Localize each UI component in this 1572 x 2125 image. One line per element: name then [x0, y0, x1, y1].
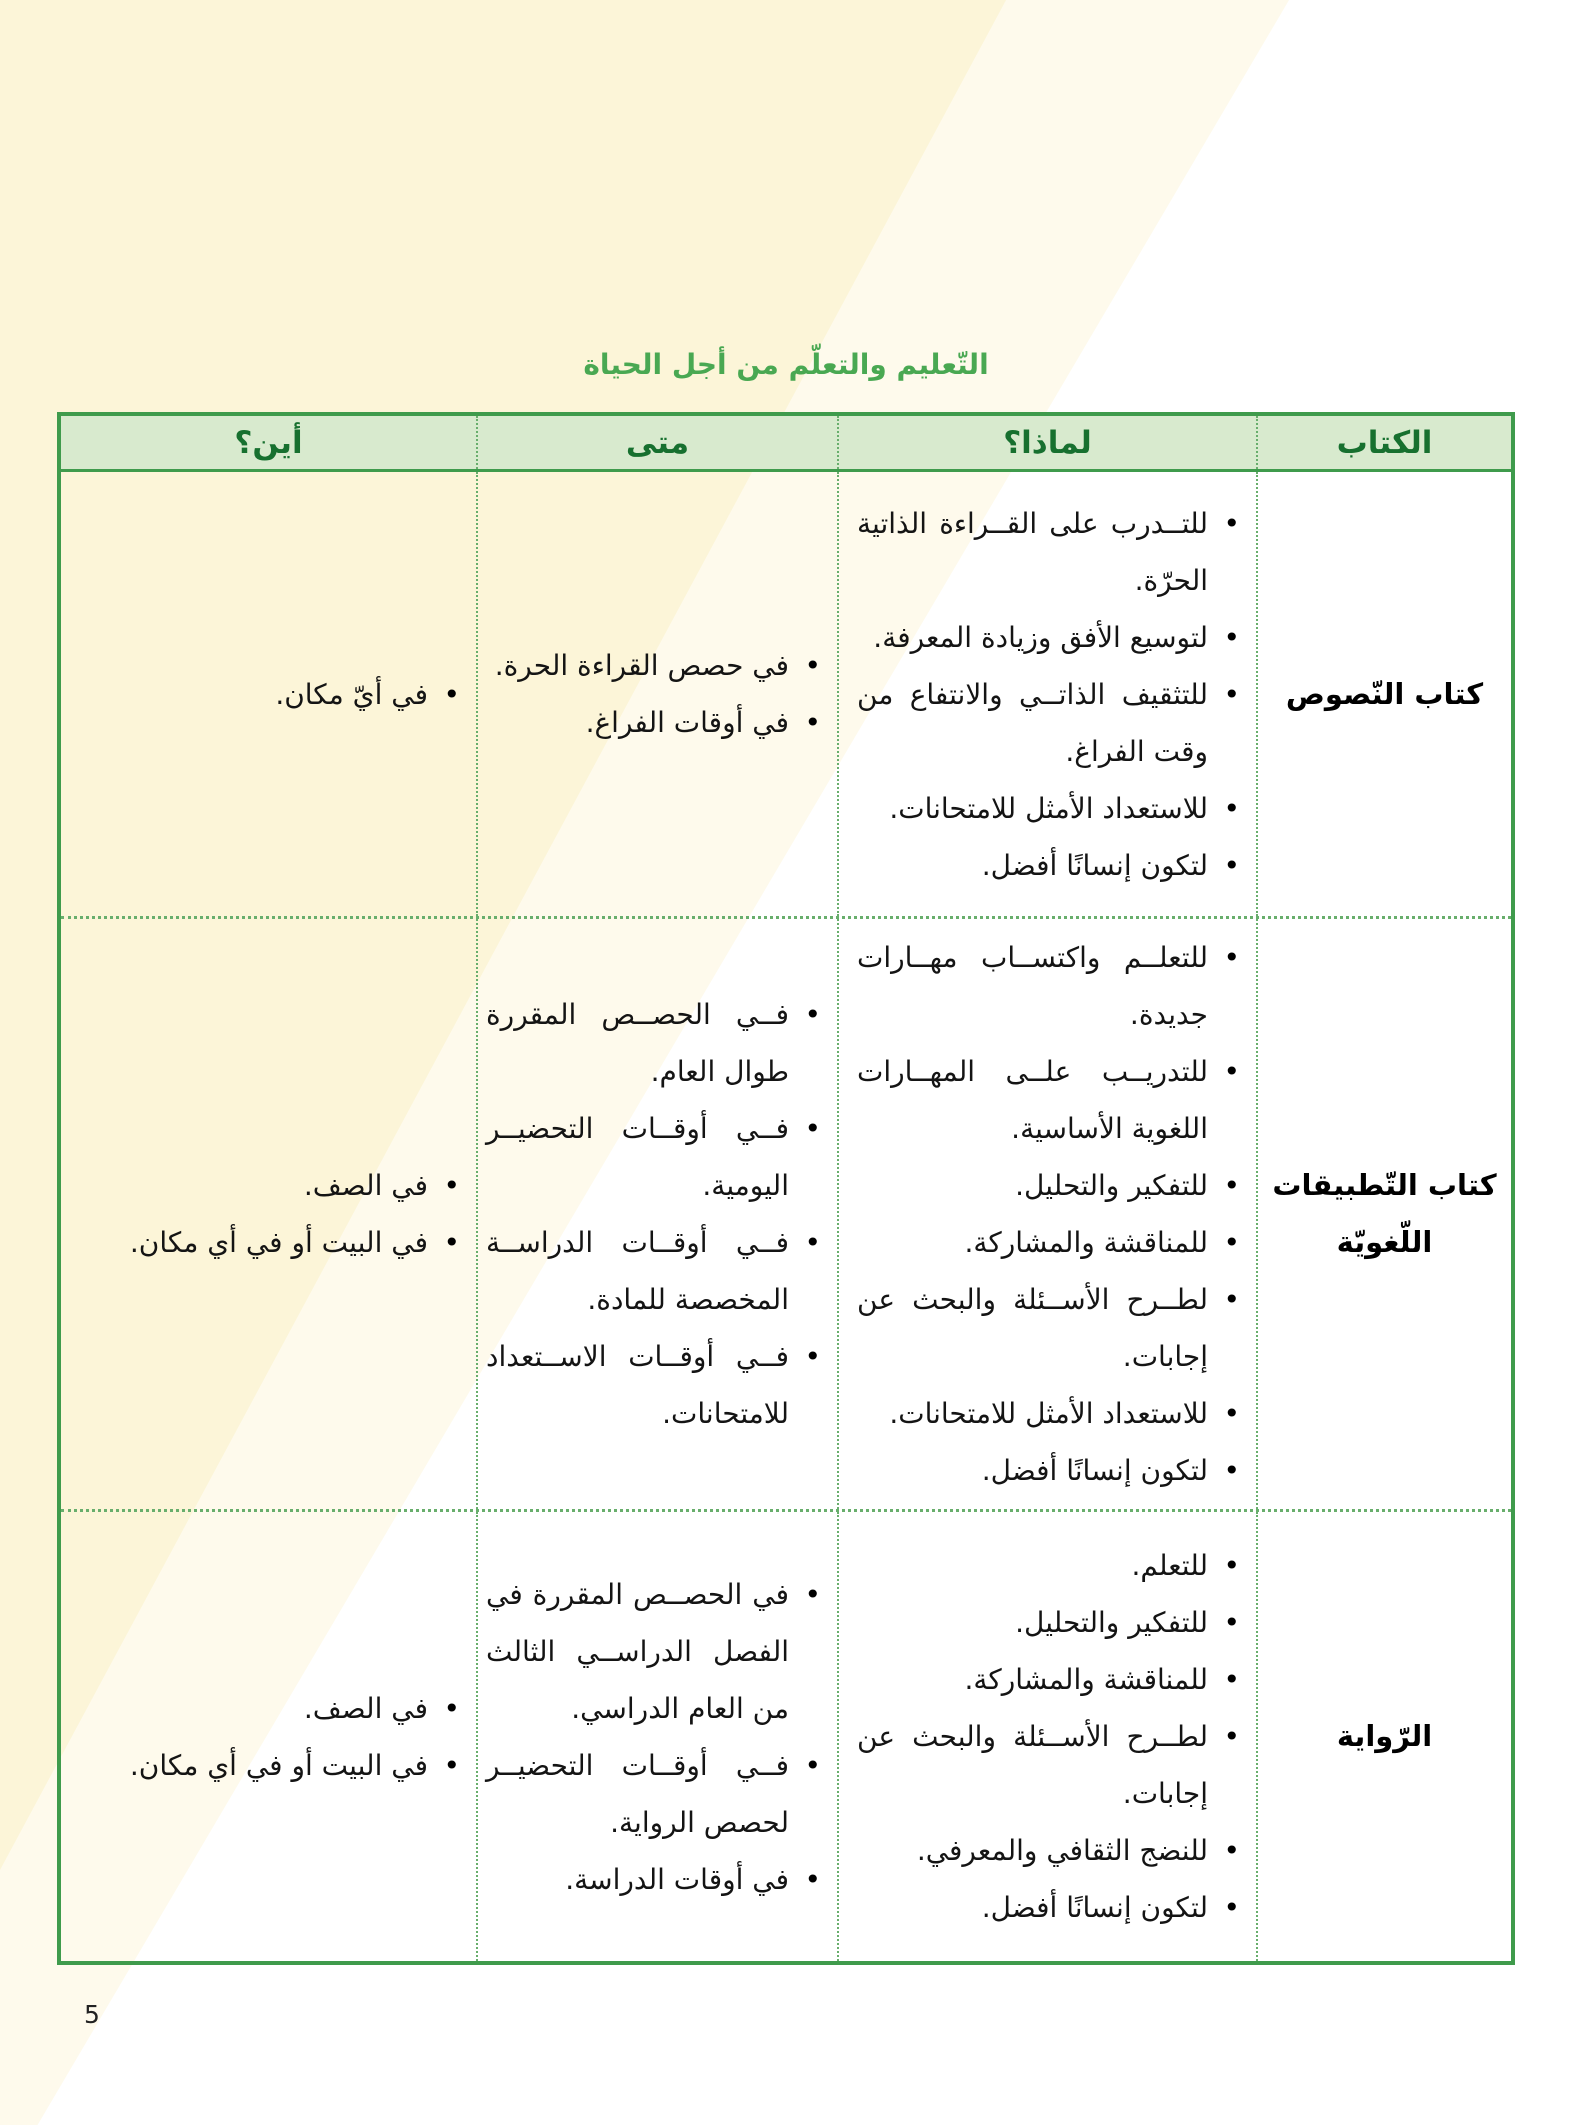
bullet-item: فــي الحصــص المقررة طوال العام.: [478, 986, 837, 1100]
cell-book-name: كتاب النّصوص: [1256, 472, 1511, 916]
bullet-item: للتدريــب علــى المهــارات اللغوية الأسا…: [849, 1043, 1256, 1157]
bullet-item: فــي أوقــات التحضيــر اليومية.: [478, 1100, 837, 1214]
when-list: فــي الحصــص المقررة طوال العام.فــي أوق…: [478, 986, 837, 1442]
when-list: في الحصــص المقررة في الفصل الدراســي ال…: [478, 1566, 837, 1908]
bullet-item: فــي أوقــات الدراســة المخصصة للمادة.: [478, 1214, 837, 1328]
bullet-item: للمناقشة والمشاركة.: [849, 1214, 1256, 1271]
cell-where: في أيّ مكان.: [61, 472, 476, 916]
bullet-item: للتفكير والتحليل.: [849, 1594, 1256, 1651]
table-row-novel: الرّواية للتعلم.للتفكير والتحليل.للمناقش…: [61, 1509, 1511, 1961]
header-cell-where: أين؟: [234, 424, 303, 461]
books-table: الكتاب لماذا؟ متى أين؟ كتاب النّصوص للتـ…: [57, 412, 1515, 1965]
bullet-item: فــي أوقــات الاســتعداد للامتحانات.: [478, 1328, 837, 1442]
bullet-item: فــي أوقــات التحضيــر لحصص الرواية.: [478, 1737, 837, 1851]
page-number: 5: [84, 2000, 100, 2029]
header-cell-when: متى: [476, 416, 837, 469]
cell-book-name: كتاب التّطبيقات اللّغويّة: [1256, 919, 1511, 1509]
bullet-item: في أوقات الفراغ.: [478, 694, 837, 751]
where-list: في الصف.في البيت أو في أي مكان.: [61, 1157, 476, 1271]
cell-when: في حصص القراءة الحرة.في أوقات الفراغ.: [476, 472, 837, 916]
bullet-item: للتفكير والتحليل.: [849, 1157, 1256, 1214]
header-cell-book: الكتاب: [1256, 416, 1511, 469]
bullet-item: للتعلــم واكتســاب مهــارات جديدة.: [849, 929, 1256, 1043]
bullet-item: للاستعداد الأمثل للامتحانات.: [849, 1385, 1256, 1442]
cell-where: في الصف.في البيت أو في أي مكان.: [61, 919, 476, 1509]
bullet-item: لطــرح الأســئلة والبحث عن إجابات.: [849, 1708, 1256, 1822]
header-cell-why: لماذا؟: [837, 416, 1256, 469]
bullet-item: لتوسيع الأفق وزيادة المعرفة.: [849, 609, 1256, 666]
bullet-item: للتعلم.: [849, 1537, 1256, 1594]
when-list: في حصص القراءة الحرة.في أوقات الفراغ.: [478, 637, 837, 751]
bullet-item: للمناقشة والمشاركة.: [849, 1651, 1256, 1708]
bullet-item: لتكون إنسانًا أفضل.: [849, 837, 1256, 894]
cell-book-name: الرّواية: [1256, 1512, 1511, 1961]
bullet-item: للنضج الثقافي والمعرفي.: [849, 1822, 1256, 1879]
cell-why: للتعلــم واكتســاب مهــارات جديدة.للتدري…: [837, 919, 1256, 1509]
bullet-item: للتــدرب على القــراءة الذاتية الحرّة.: [849, 495, 1256, 609]
cell-where: في الصف.في البيت أو في أي مكان.: [61, 1512, 476, 1961]
bullet-item: في الحصــص المقررة في الفصل الدراســي ال…: [478, 1566, 837, 1737]
table-header-row: الكتاب لماذا؟ متى أين؟: [61, 416, 1511, 472]
why-list: للتــدرب على القــراءة الذاتية الحرّة.لت…: [839, 495, 1256, 894]
bullet-item: للاستعداد الأمثل للامتحانات.: [849, 780, 1256, 837]
where-list: في الصف.في البيت أو في أي مكان.: [61, 1680, 476, 1794]
cell-when: في الحصــص المقررة في الفصل الدراســي ال…: [476, 1512, 837, 1961]
bullet-item: في أيّ مكان.: [61, 666, 476, 723]
bullet-item: في الصف.: [61, 1157, 476, 1214]
bullet-item: في البيت أو في أي مكان.: [61, 1737, 476, 1794]
bullet-item: لتكون إنسانًا أفضل.: [849, 1442, 1256, 1499]
bullet-item: في حصص القراءة الحرة.: [478, 637, 837, 694]
bullet-item: في البيت أو في أي مكان.: [61, 1214, 476, 1271]
why-list: للتعلم.للتفكير والتحليل.للمناقشة والمشار…: [839, 1537, 1256, 1936]
bullet-item: لطــرح الأســئلة والبحث عن إجابات.: [849, 1271, 1256, 1385]
bullet-item: للتثقيف الذاتــي والانتفاع من وقت الفراغ…: [849, 666, 1256, 780]
cell-why: للتعلم.للتفكير والتحليل.للمناقشة والمشار…: [837, 1512, 1256, 1961]
page-title: التّعليم والتعلّم من أجل الحياة: [583, 348, 989, 381]
bullet-item: في الصف.: [61, 1680, 476, 1737]
why-list: للتعلــم واكتســاب مهــارات جديدة.للتدري…: [839, 929, 1256, 1499]
table-row-language-applications-book: كتاب التّطبيقات اللّغويّة للتعلــم واكتس…: [61, 916, 1511, 1509]
bullet-item: في أوقات الدراسة.: [478, 1851, 837, 1908]
table-row-texts-book: كتاب النّصوص للتــدرب على القــراءة الذا…: [61, 472, 1511, 916]
bullet-item: لتكون إنسانًا أفضل.: [849, 1879, 1256, 1936]
where-list: في أيّ مكان.: [61, 666, 476, 723]
cell-when: فــي الحصــص المقررة طوال العام.فــي أوق…: [476, 919, 837, 1509]
cell-why: للتــدرب على القــراءة الذاتية الحرّة.لت…: [837, 472, 1256, 916]
